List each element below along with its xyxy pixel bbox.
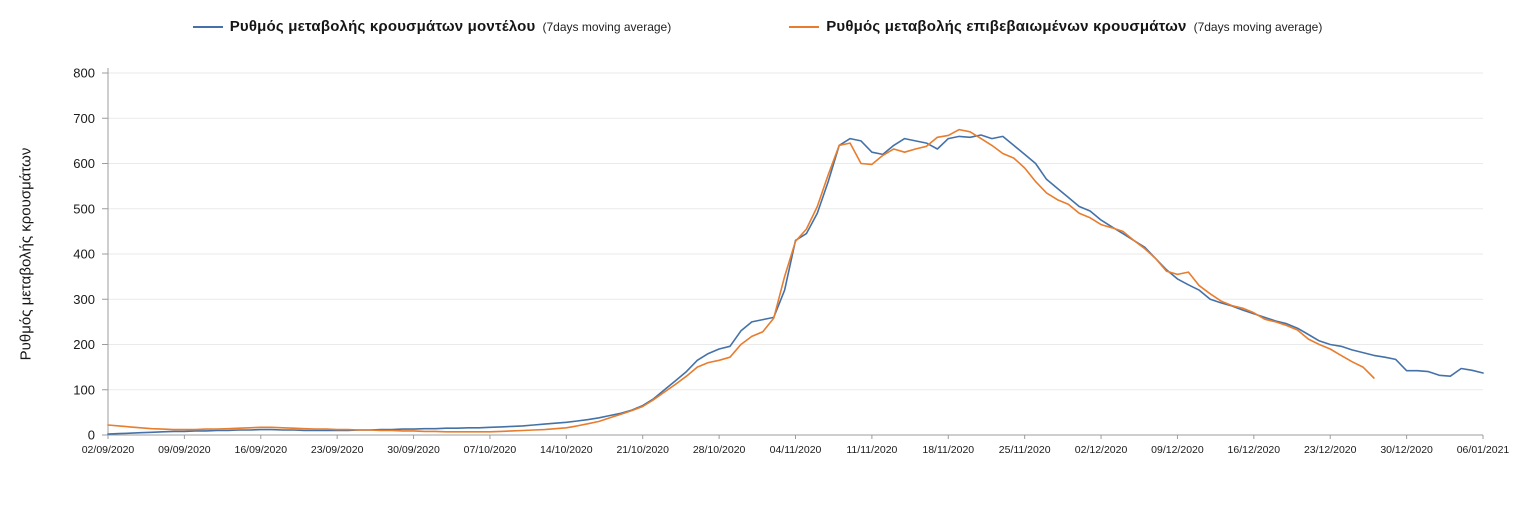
y-tick-label: 600 bbox=[73, 156, 95, 171]
x-tick-label: 25/11/2020 bbox=[999, 444, 1051, 456]
legend-label-model: Ρυθμός μεταβολής κρουσμάτων μοντέλου bbox=[229, 18, 536, 35]
y-tick-label: 100 bbox=[73, 382, 95, 397]
y-tick-label: 400 bbox=[73, 247, 95, 262]
legend-line-confirmed-icon bbox=[789, 25, 820, 28]
x-tick-label: 23/12/2020 bbox=[1304, 444, 1357, 456]
y-tick-label: 700 bbox=[73, 111, 95, 126]
x-tick-label: 16/12/2020 bbox=[1228, 444, 1281, 456]
legend-item-model: Ρυθμός μεταβολής κρουσμάτων μοντέλου (7d… bbox=[192, 18, 672, 35]
chart-legend: Ρυθμός μεταβολής κρουσμάτων μοντέλου (7d… bbox=[0, 18, 1515, 35]
y-tick-label: 200 bbox=[73, 337, 95, 352]
x-tick-label: 30/09/2020 bbox=[387, 444, 440, 456]
series-line-model bbox=[107, 134, 1484, 435]
legend-line-model-icon bbox=[192, 25, 223, 28]
x-tick-label: 11/11/2020 bbox=[846, 444, 897, 456]
x-tick-label: 30/12/2020 bbox=[1380, 444, 1433, 456]
x-tick-label: 07/10/2020 bbox=[464, 444, 517, 456]
legend-label-confirmed: Ρυθμός μεταβολής επιβεβαιωμένων κρουσμάτ… bbox=[826, 18, 1187, 35]
x-tick-label: 04/11/2020 bbox=[770, 444, 822, 456]
y-tick-label: 800 bbox=[73, 66, 95, 81]
x-tick-label: 16/09/2020 bbox=[234, 444, 287, 456]
x-tick-label: 14/10/2020 bbox=[540, 444, 593, 456]
y-tick-label: 300 bbox=[73, 292, 95, 307]
legend-item-confirmed: Ρυθμός μεταβολής επιβεβαιωμένων κρουσμάτ… bbox=[789, 18, 1322, 35]
x-tick-label: 21/10/2020 bbox=[616, 444, 669, 456]
legend-sub-confirmed: (7days moving average) bbox=[1193, 20, 1323, 34]
x-tick-label: 09/09/2020 bbox=[158, 444, 211, 456]
x-tick-label: 06/01/2021 bbox=[1457, 444, 1510, 456]
series-line-confirmed bbox=[107, 128, 1375, 433]
legend-sub-model: (7days moving average) bbox=[542, 20, 672, 34]
x-tick-label: 23/09/2020 bbox=[311, 444, 364, 456]
y-tick-label: 0 bbox=[88, 428, 95, 443]
x-tick-label: 18/11/2020 bbox=[922, 444, 974, 456]
x-tick-label: 02/09/2020 bbox=[82, 444, 135, 456]
y-tick-label: 500 bbox=[73, 201, 95, 216]
x-tick-label: 02/12/2020 bbox=[1075, 444, 1128, 456]
x-tick-label: 09/12/2020 bbox=[1151, 444, 1204, 456]
x-tick-label: 28/10/2020 bbox=[693, 444, 746, 456]
